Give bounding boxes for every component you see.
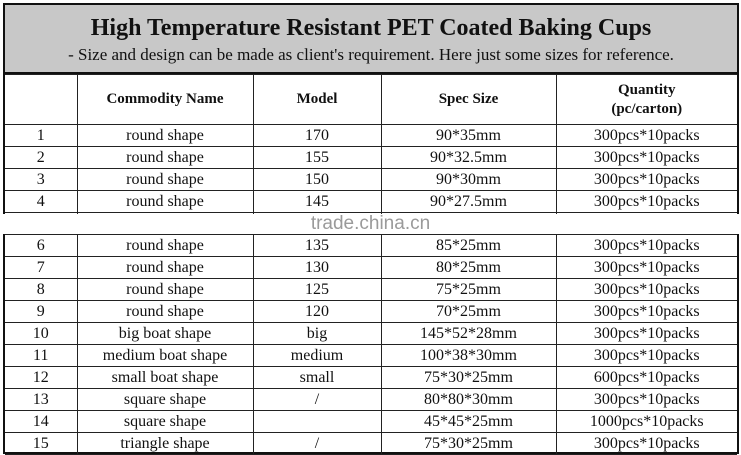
row-index-cell: 2 <box>5 146 78 169</box>
table-row: 2 round shape 155 90*32.5mm 300pcs*10packs <box>5 146 737 169</box>
row-index-cell: 7 <box>5 256 78 279</box>
title-banner: High Temperature Resistant PET Coated Ba… <box>5 5 737 74</box>
table-row: 9 round shape 120 70*25mm 300pcs*10packs <box>5 300 737 323</box>
spec-size-cell: 80*25mm <box>380 256 557 279</box>
row-index-cell: 8 <box>5 278 78 301</box>
table-row: 8 round shape 125 75*25mm 300pcs*10packs <box>5 278 737 301</box>
row-index-cell: 10 <box>5 322 78 345</box>
spec-size-cell: 90*32.5mm <box>380 146 557 169</box>
row-index-cell: 15 <box>5 432 78 455</box>
header-model: Model <box>252 74 382 125</box>
commodity-name-cell: round shape <box>76 146 254 169</box>
quantity-cell: 300pcs*10packs <box>555 190 737 213</box>
table-row: 3 round shape 150 90*30mm 300pcs*10packs <box>5 168 737 191</box>
spec-size-cell: 90*35mm <box>380 124 557 147</box>
header-commodity-name: Commodity Name <box>76 74 254 125</box>
model-cell: 130 <box>252 256 382 279</box>
spec-size-cell: 80*80*30mm <box>380 388 557 411</box>
commodity-name-cell: round shape <box>76 190 254 213</box>
commodity-name-cell: round shape <box>76 256 254 279</box>
quantity-cell: 300pcs*10packs <box>555 124 737 147</box>
row-index-cell: 1 <box>5 124 78 147</box>
model-cell: 170 <box>252 124 382 147</box>
spec-size-cell: 85*25mm <box>380 234 557 257</box>
model-cell: / <box>252 432 382 455</box>
commodity-name-cell: round shape <box>76 234 254 257</box>
model-cell: small <box>252 366 382 389</box>
spec-size-cell: 70*25mm <box>380 300 557 323</box>
quantity-cell: 300pcs*10packs <box>555 388 737 411</box>
quantity-cell: 300pcs*10packs <box>555 256 737 279</box>
spec-size-cell: 75*25mm <box>380 278 557 301</box>
spec-size-cell: 75*30*25mm <box>380 432 557 455</box>
header-quantity: Quantity (pc/carton) <box>555 74 737 125</box>
quantity-cell: 1000pcs*10packs <box>555 410 737 433</box>
page-subtitle: - Size and design can be made as client'… <box>68 45 674 64</box>
spec-table: Commodity Name Model Spec Size Quantity (… <box>5 74 737 455</box>
spec-size-cell: 145*52*28mm <box>380 322 557 345</box>
commodity-name-cell: square shape <box>76 388 254 411</box>
quantity-cell: 300pcs*10packs <box>555 146 737 169</box>
row-index-cell: 12 <box>5 366 78 389</box>
quantity-header-line1: Quantity <box>617 81 676 98</box>
page-title: High Temperature Resistant PET Coated Ba… <box>90 15 652 41</box>
row-index-cell: 13 <box>5 388 78 411</box>
quantity-header-line2: (pc/carton) <box>611 100 683 117</box>
table-row: 15 triangle shape/75*30*25mm 300pcs*10pack… <box>5 432 737 455</box>
quantity-cell: 300pcs*10packs <box>555 322 737 345</box>
table-row: 7 round shape 130 80*25mm 300pcs*10packs <box>5 256 737 279</box>
commodity-name-cell: small boat shape <box>76 366 254 389</box>
table-row: 10 big boat shape big 145*52*28mm 300pcs*10p… <box>5 322 737 345</box>
commodity-name-cell: round shape <box>76 124 254 147</box>
model-cell: 145 <box>252 190 382 213</box>
quantity-cell: 300pcs*10packs <box>555 278 737 301</box>
commodity-name-cell: medium boat shape <box>76 344 254 367</box>
table-row: 12 small boat shape small 75*30*25mm 600pcs*… <box>5 366 737 389</box>
table-row: 14 square shape 45*45*25mm 1000pcs*10packs <box>5 410 737 433</box>
quantity-cell: 300pcs*10packs <box>555 344 737 367</box>
model-cell: 155 <box>252 146 382 169</box>
model-cell: / <box>252 388 382 411</box>
table-row: 13 square shape/80*80*30mm 300pcs*10packs <box>5 388 737 411</box>
model-cell: 125 <box>252 278 382 301</box>
spec-size-cell: 75*30*25mm <box>380 366 557 389</box>
spec-size-cell: 90*27.5mm <box>380 190 557 213</box>
model-cell <box>252 410 382 433</box>
model-cell: medium <box>252 344 382 367</box>
row-index-cell: 11 <box>5 344 78 367</box>
row-index-cell: 9 <box>5 300 78 323</box>
spec-size-cell: 45*45*25mm <box>380 410 557 433</box>
header-row: Commodity Name Model Spec Size Quantity (… <box>5 74 737 125</box>
row-index-cell: 4 <box>5 190 78 213</box>
quantity-cell: 300pcs*10packs <box>555 300 737 323</box>
table-row: 1 round shape 170 90*35mm 300pcs*10packs <box>5 124 737 147</box>
quantity-cell: 300pcs*10packs <box>555 432 737 455</box>
table-row: 4 round shape 145 90*27.5mm 300pcs*10packs <box>5 190 737 213</box>
row-index-cell: 14 <box>5 410 78 433</box>
commodity-name-cell: triangle shape <box>76 432 254 455</box>
quantity-cell: 300pcs*10packs <box>555 234 737 257</box>
commodity-name-cell: round shape <box>76 300 254 323</box>
commodity-name-cell: big boat shape <box>76 322 254 345</box>
header-index <box>5 74 78 125</box>
quantity-cell: 600pcs*10packs <box>555 366 737 389</box>
row-index-cell: 6 <box>5 234 78 257</box>
row-index-cell: 3 <box>5 168 78 191</box>
watermark-band: trade.china.cn <box>0 213 741 234</box>
commodity-name-cell: square shape <box>76 410 254 433</box>
model-cell: 135 <box>252 234 382 257</box>
spec-size-cell: 100*38*30mm <box>380 344 557 367</box>
header-spec-size: Spec Size <box>380 74 557 125</box>
commodity-name-cell: round shape <box>76 278 254 301</box>
quantity-cell: 300pcs*10packs <box>555 168 737 191</box>
model-cell: big <box>252 322 382 345</box>
spec-size-cell: 90*30mm <box>380 168 557 191</box>
table-row: 11 medium boat shape medium 100*38*30mm 300p… <box>5 344 737 367</box>
watermark: trade.china.cn <box>310 213 431 234</box>
commodity-name-cell: round shape <box>76 168 254 191</box>
model-cell: 120 <box>252 300 382 323</box>
table-row: 6 round shape 135 85*25mm 300pcs*10packs <box>5 234 737 257</box>
model-cell: 150 <box>252 168 382 191</box>
